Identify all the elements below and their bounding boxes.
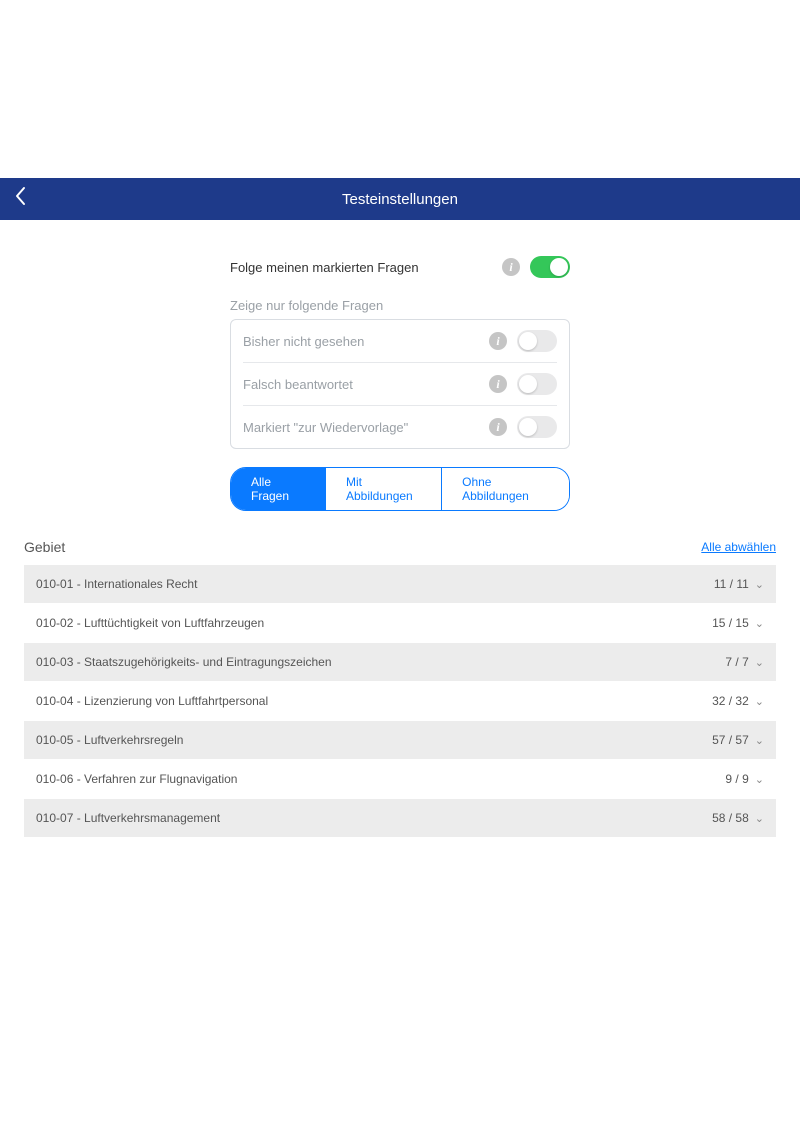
filter-not-seen: Bisher nicht gesehen i <box>243 320 557 363</box>
area-row-right: 7 / 7 ⌄ <box>725 655 764 669</box>
filter-controls: i <box>489 416 557 438</box>
area-row-count: 7 / 7 <box>725 655 748 669</box>
area-list: 010-01 - Internationales Recht11 / 11⌄01… <box>24 565 776 838</box>
area-row-label: 010-07 - Luftverkehrsmanagement <box>36 811 220 825</box>
filter-label: Markiert "zur Wiedervorlage" <box>243 420 408 435</box>
filter-label: Falsch beantwortet <box>243 377 353 392</box>
chevron-down-icon: ⌄ <box>755 773 764 786</box>
back-button[interactable] <box>14 186 26 212</box>
filter-wrong-answered: Falsch beantwortet i <box>243 363 557 406</box>
page-title: Testeinstellungen <box>342 191 458 208</box>
seg-with-images[interactable]: Mit Abbildungen <box>326 468 442 510</box>
area-row[interactable]: 010-02 - Lufttüchtigkeit von Luftfahrzeu… <box>24 604 776 643</box>
area-row-label: 010-04 - Lizenzierung von Luftfahrtperso… <box>36 694 268 708</box>
info-icon[interactable]: i <box>489 375 507 393</box>
area-row-right: 15 / 15 ⌄ <box>712 616 764 630</box>
chevron-left-icon <box>14 186 26 206</box>
area-row-label: 010-01 - Internationales Recht <box>36 577 197 591</box>
area-row-label: 010-05 - Luftverkehrsregeln <box>36 733 183 747</box>
area-row-label: 010-02 - Lufttüchtigkeit von Luftfahrzeu… <box>36 616 264 630</box>
info-icon[interactable]: i <box>489 332 507 350</box>
area-row-count: 58 / 58 <box>712 811 749 825</box>
deselect-all-link[interactable]: Alle abwählen <box>701 540 776 554</box>
area-row[interactable]: 010-05 - Luftverkehrsregeln 57 / 57 ⌄ <box>24 721 776 760</box>
filter-label: Bisher nicht gesehen <box>243 334 364 349</box>
area-row-count: 57 / 57 <box>712 733 749 747</box>
chevron-down-icon: ⌄ <box>755 734 764 747</box>
area-row-count: 9 / 9 <box>725 772 748 786</box>
seg-all-questions[interactable]: Alle Fragen <box>231 468 326 510</box>
area-row[interactable]: 010-03 - Staatszugehörigkeits- und Eintr… <box>24 643 776 682</box>
area-row-count: 11 / 11 <box>714 577 749 591</box>
info-icon[interactable]: i <box>502 258 520 276</box>
area-row-right: 11 / 11 ⌄ <box>714 577 764 591</box>
area-title: Gebiet <box>24 539 65 555</box>
chevron-down-icon: ⌄ <box>755 812 764 825</box>
area-section: Gebiet Alle abwählen 010-01 - Internatio… <box>24 539 776 838</box>
filter-controls: i <box>489 373 557 395</box>
setting-follow-marked: Folge meinen markierten Fragen i <box>230 250 570 284</box>
area-row-label: 010-06 - Verfahren zur Flugnavigation <box>36 772 237 786</box>
area-row[interactable]: 010-07 - Luftverkehrsmanagement 58 / 58 ⌄ <box>24 799 776 838</box>
chevron-down-icon: ⌄ <box>755 578 764 591</box>
area-row[interactable]: 010-04 - Lizenzierung von Luftfahrtperso… <box>24 682 776 721</box>
info-icon[interactable]: i <box>489 418 507 436</box>
settings-panel: Folge meinen markierten Fragen i Zeige n… <box>230 250 570 511</box>
toggle-not-seen[interactable] <box>517 330 557 352</box>
area-row-right: 57 / 57 ⌄ <box>712 733 764 747</box>
filter-box: Bisher nicht gesehen i Falsch beantworte… <box>230 319 570 449</box>
area-row-count: 15 / 15 <box>712 616 749 630</box>
filter-controls: i <box>489 330 557 352</box>
area-row-right: 58 / 58 ⌄ <box>712 811 764 825</box>
area-header: Gebiet Alle abwählen <box>24 539 776 555</box>
header-bar: Testeinstellungen <box>0 178 800 220</box>
area-row-right: 9 / 9 ⌄ <box>725 772 764 786</box>
seg-without-images[interactable]: Ohne Abbildungen <box>442 468 569 510</box>
filter-marked-review: Markiert "zur Wiedervorlage" i <box>243 406 557 448</box>
setting-controls: i <box>502 256 570 278</box>
toggle-marked-review[interactable] <box>517 416 557 438</box>
area-row[interactable]: 010-01 - Internationales Recht 11 / 11 ⌄ <box>24 565 776 604</box>
area-row[interactable]: 010-06 - Verfahren zur Flugnavigation 9 /… <box>24 760 776 799</box>
segmented-control: Alle Fragen Mit Abbildungen Ohne Abbildu… <box>230 467 570 511</box>
toggle-wrong-answered[interactable] <box>517 373 557 395</box>
area-row-label: 010-03 - Staatszugehörigkeits- und Eintr… <box>36 655 332 669</box>
filter-subheading: Zeige nur folgende Fragen <box>230 298 570 313</box>
chevron-down-icon: ⌄ <box>755 617 764 630</box>
chevron-down-icon: ⌄ <box>755 656 764 669</box>
area-row-count: 32 / 32 <box>712 694 749 708</box>
setting-label: Folge meinen markierten Fragen <box>230 260 419 275</box>
toggle-follow-marked[interactable] <box>530 256 570 278</box>
chevron-down-icon: ⌄ <box>755 695 764 708</box>
area-row-right: 32 / 32 ⌄ <box>712 694 764 708</box>
